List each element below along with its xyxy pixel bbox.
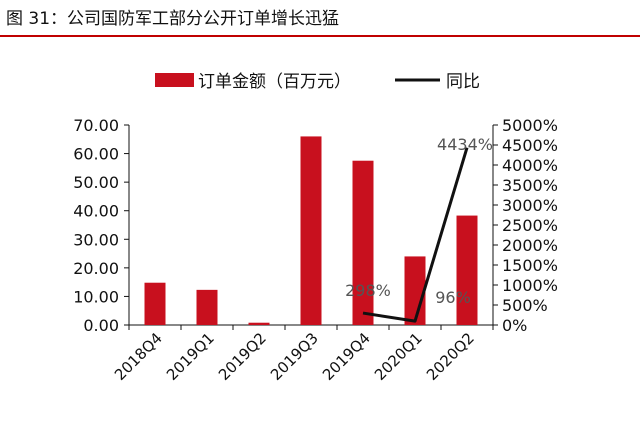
data-label: 96% [435,288,471,307]
right-tick-label: 1000% [502,276,558,295]
right-tick-label: 0% [502,316,527,335]
right-tick-label: 5000% [502,116,558,135]
bar [352,160,374,325]
legend-bar-swatch [155,73,194,87]
legend: 订单金额（百万元） 同比 [155,72,480,92]
bar-series [144,136,478,325]
x-tick-label: 2019Q4 [319,329,374,384]
right-tick-label: 3000% [502,196,558,215]
bar [196,289,218,325]
data-labels: 298% 96% 4434% [345,135,493,307]
data-label: 298% [345,281,391,300]
right-tick-label: 2000% [502,236,558,255]
bar [456,215,478,325]
bar [404,256,426,325]
right-tick-label: 3500% [502,176,558,195]
bar [248,322,270,325]
left-tick-label: 40.00 [73,202,119,221]
right-tick-label: 4500% [502,136,558,155]
left-tick-label: 50.00 [73,173,119,192]
left-tick-label: 30.00 [73,230,119,249]
x-tick-label: 2020Q1 [371,329,426,384]
left-tick-label: 70.00 [73,116,119,135]
legend-bar-label: 订单金额（百万元） [198,72,351,92]
title-rule [0,35,640,37]
bar [144,282,166,325]
x-tick-label: 2018Q4 [111,329,166,384]
yoy-line [362,147,469,323]
x-tick-label: 2020Q2 [423,329,478,384]
right-tick-label: 1500% [502,256,558,275]
left-tick-label: 0.00 [83,316,119,335]
legend-line-label: 同比 [446,72,480,92]
left-tick-label: 20.00 [73,259,119,278]
left-tick-label: 60.00 [73,145,119,164]
x-tick-label: 2019Q3 [267,329,322,384]
left-tick-label: 10.00 [73,287,119,306]
x-tick-label: 2019Q1 [163,329,218,384]
x-tick-label: 2019Q2 [215,329,270,384]
right-tick-label: 500% [502,296,548,315]
line-series [362,147,469,323]
right-tick-label: 2500% [502,216,558,235]
figure-title: 图 31：公司国防军工部分公开订单增长迅猛 [6,9,340,29]
right-tick-label: 4000% [502,156,558,175]
data-label: 4434% [437,135,493,154]
bar [300,136,322,325]
